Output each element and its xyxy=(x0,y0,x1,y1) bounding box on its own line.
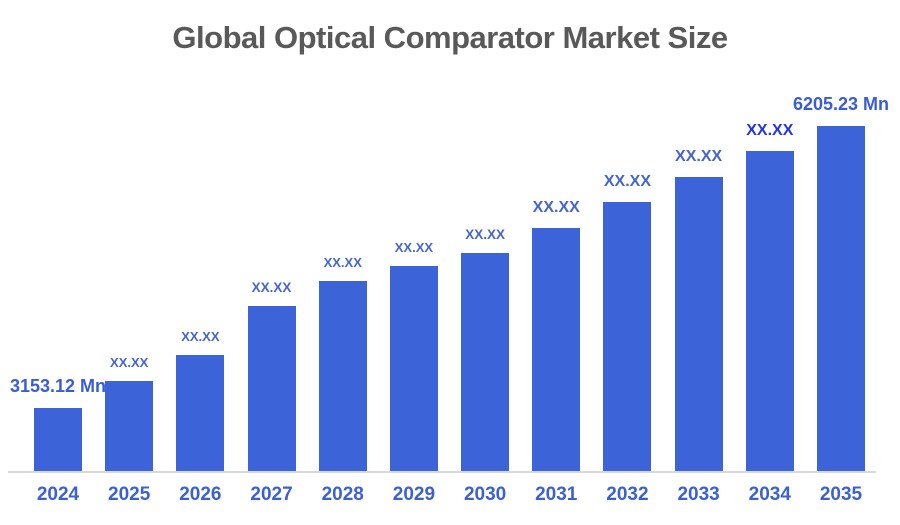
x-tick-label-2027: 2027 xyxy=(250,484,293,505)
bar-value-label-2024: 3153.12 Mn xyxy=(9,376,107,396)
bar-value-label-2029: XX.XX xyxy=(394,240,434,255)
x-tick-label-2032: 2032 xyxy=(606,484,649,505)
bar-2024 xyxy=(34,408,82,471)
bar-value-label-2032: XX.XX xyxy=(603,173,652,190)
bar-2032 xyxy=(603,202,652,471)
bar-2034 xyxy=(745,151,794,471)
bar-value-label-2035: 6205.23 Mn xyxy=(792,94,889,114)
x-tick-label-2030: 2030 xyxy=(463,484,507,505)
bar-2031 xyxy=(532,228,581,471)
x-tick-label-2029: 2029 xyxy=(392,484,436,505)
bar-2029 xyxy=(389,266,438,471)
x-axis-line xyxy=(8,471,876,473)
bar-2033 xyxy=(674,177,723,471)
bar-value-label-2027: XX.XX xyxy=(251,280,292,295)
x-tick-label-2028: 2028 xyxy=(321,484,364,505)
chart-title: Global Optical Comparator Market Size xyxy=(172,20,728,55)
bar-value-label-2031: XX.XX xyxy=(532,199,580,216)
bar-value-label-2025: XX.XX xyxy=(110,355,149,370)
bar-2028 xyxy=(318,281,367,471)
x-tick-label-2026: 2026 xyxy=(179,484,222,505)
bar-2025 xyxy=(105,381,154,471)
bar-2027 xyxy=(247,306,296,471)
x-tick-label-2035: 2035 xyxy=(819,484,863,505)
x-tick-label-2024: 2024 xyxy=(36,484,80,505)
bar-value-label-2030: XX.XX xyxy=(465,227,505,242)
bar-2035 xyxy=(816,126,865,471)
x-tick-label-2031: 2031 xyxy=(535,484,578,505)
bar-2026 xyxy=(176,355,225,471)
bar-value-label-2033: XX.XX xyxy=(675,148,723,165)
x-tick-label-2033: 2033 xyxy=(677,484,720,505)
bar-value-label-2034: XX.XX xyxy=(746,122,794,139)
x-tick-label-2034: 2034 xyxy=(748,484,791,505)
bar-value-label-2026: XX.XX xyxy=(181,329,220,344)
bar-2030 xyxy=(461,253,510,471)
x-tick-label-2025: 2025 xyxy=(108,484,151,505)
bar-value-label-2028: XX.XX xyxy=(323,255,362,270)
